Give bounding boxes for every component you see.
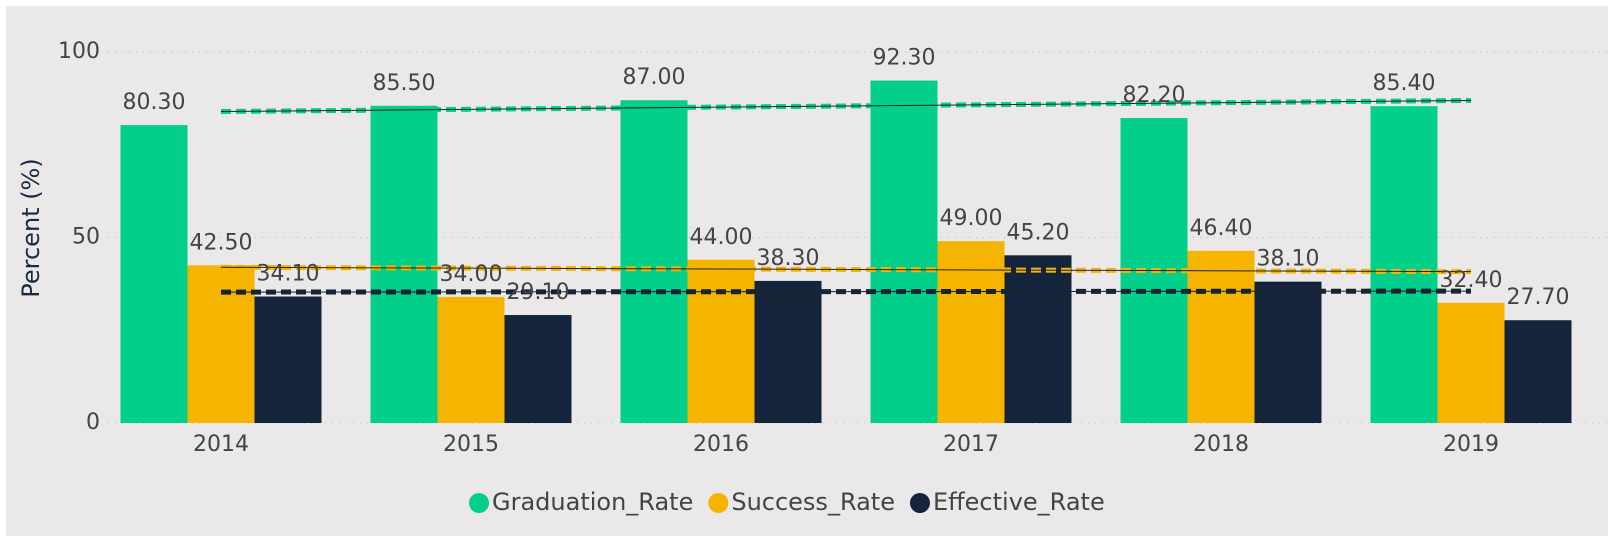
bar: [1254, 281, 1322, 423]
legend-marker: [708, 493, 729, 513]
bar: [1187, 250, 1255, 423]
data-label: 44.00: [690, 225, 753, 250]
data-label: 27.70: [1507, 285, 1570, 310]
bar: [620, 100, 688, 423]
data-label: 85.50: [373, 71, 436, 96]
data-label: 38.30: [757, 246, 820, 271]
data-label: 92.30: [873, 46, 936, 71]
bar: [370, 105, 438, 424]
y-axis-label: Percent (%): [17, 158, 45, 297]
bar: [120, 125, 188, 423]
trend-line-core: [220, 99, 1472, 113]
data-label: 85.40: [1373, 71, 1436, 96]
trend-line-core: [220, 266, 1472, 273]
bar: [437, 296, 505, 423]
y-tick-label: 0: [86, 410, 100, 435]
x-tick-label: 2016: [693, 432, 749, 457]
bar: [1504, 320, 1572, 423]
data-label: 87.00: [623, 65, 686, 90]
legend-label: Graduation_Rate: [492, 488, 693, 516]
legend-marker: [469, 493, 489, 513]
data-label: 34.10: [257, 261, 320, 286]
bar: [754, 280, 822, 423]
data-label: 34.00: [440, 262, 503, 287]
trend-line-core: [220, 290, 1472, 293]
x-tick-label: 2014: [193, 432, 249, 457]
bar: [1370, 106, 1438, 423]
y-tick-label: 50: [72, 225, 100, 250]
legend-marker: [909, 493, 930, 513]
data-label: 45.20: [1007, 220, 1070, 245]
data-label: 29.10: [507, 280, 570, 305]
bar: [870, 80, 938, 423]
data-label: 49.00: [940, 206, 1003, 231]
data-label: 32.40: [1440, 268, 1503, 293]
x-tick-label: 2015: [443, 432, 499, 457]
x-tick-label: 2019: [1443, 432, 1499, 457]
x-tick-label: 2017: [943, 432, 999, 457]
legend-label: Effective_Rate: [933, 488, 1105, 516]
bar: [687, 259, 755, 423]
data-label: 80.30: [123, 90, 186, 115]
legend-label: Success_Rate: [731, 488, 895, 516]
bar: [1437, 302, 1505, 423]
y-tick-label: 100: [58, 39, 100, 64]
bar: [254, 296, 322, 423]
data-label: 46.40: [1190, 216, 1253, 241]
bar: [504, 315, 572, 423]
data-label: 82.20: [1123, 83, 1186, 108]
bar: [1004, 255, 1072, 423]
data-label: 38.10: [1257, 247, 1320, 272]
data-label: 42.50: [190, 230, 253, 255]
x-tick-label: 2018: [1193, 432, 1249, 457]
bar: [187, 265, 255, 423]
